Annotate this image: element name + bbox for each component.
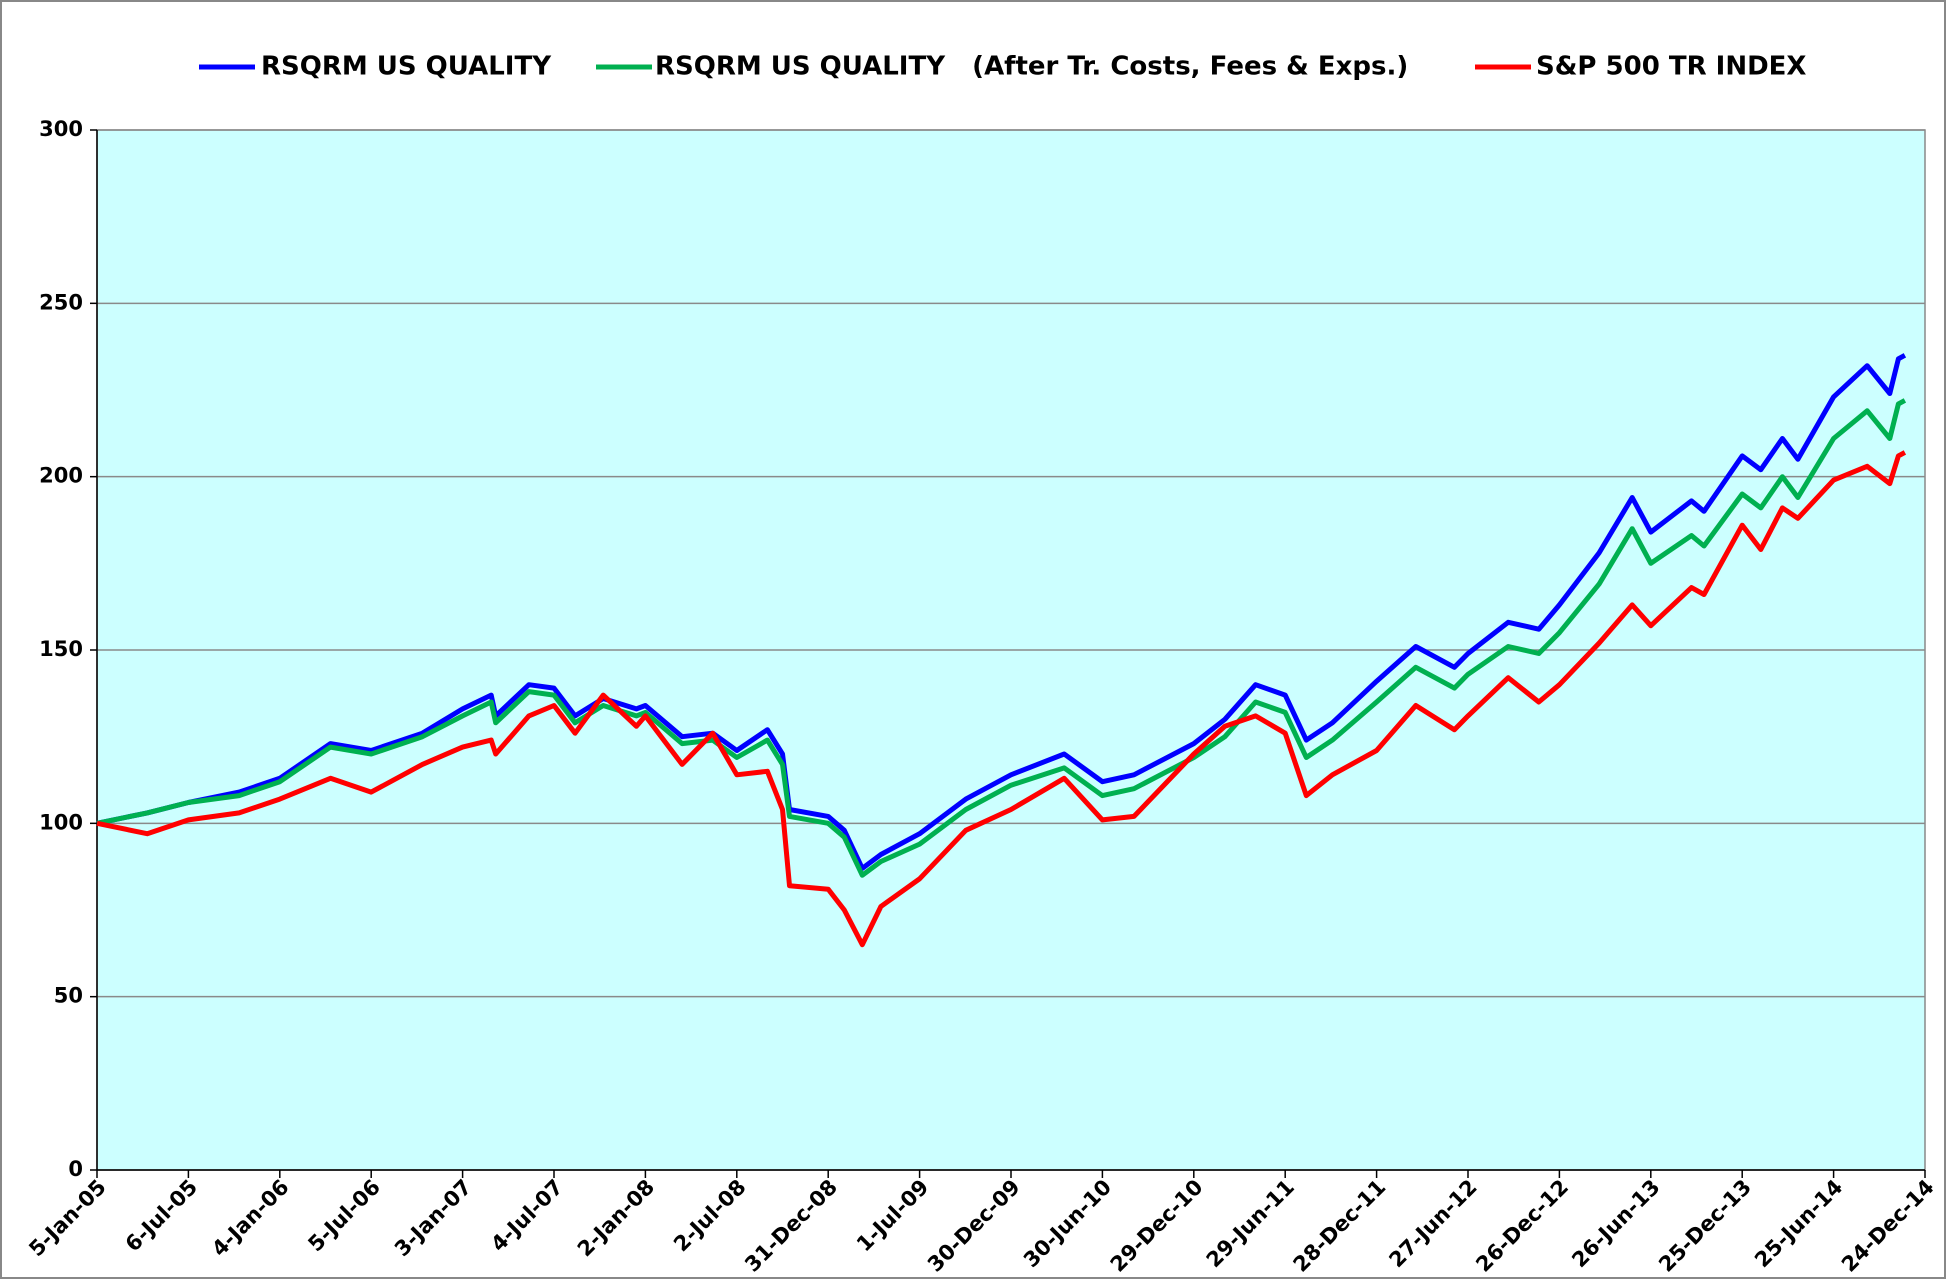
- series-line: [96, 450, 1907, 948]
- y-tick-label: 100: [39, 810, 83, 834]
- y-tick-label: 150: [39, 637, 83, 661]
- y-tick-label: 50: [54, 984, 83, 1008]
- y-tick-label: 0: [68, 1157, 83, 1181]
- series-line: [96, 398, 1907, 878]
- y-tick-label: 200: [39, 464, 83, 488]
- legend-label: RSQRM US QUALITY (After Tr. Costs, Fees …: [655, 52, 1408, 82]
- legend-label: RSQRM US QUALITY: [261, 52, 552, 82]
- y-tick-label: 250: [39, 290, 83, 314]
- legend-label: S&P 500 TR INDEX: [1536, 52, 1806, 82]
- y-tick-label: 300: [39, 117, 83, 141]
